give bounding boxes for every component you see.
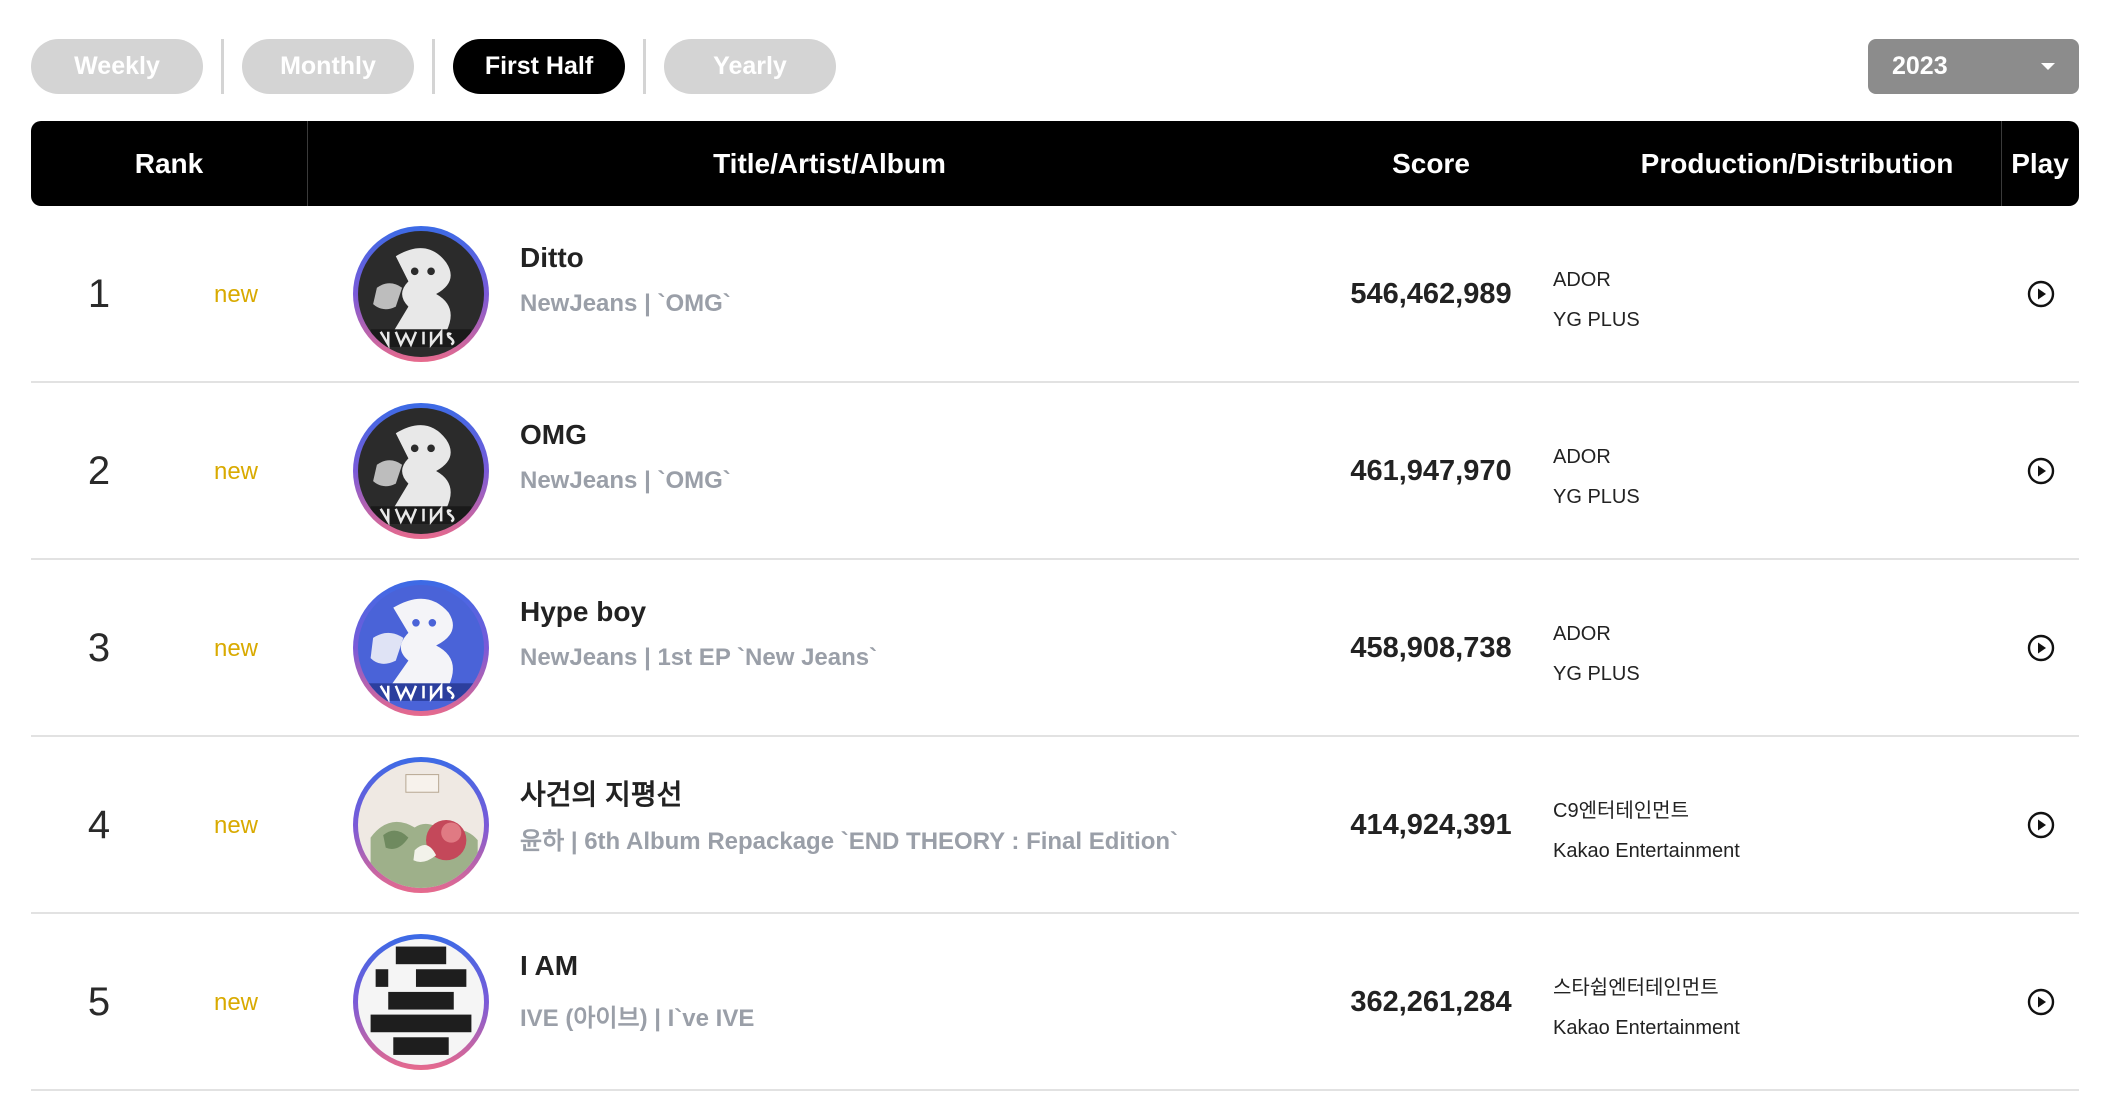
artist-album: NewJeans | `OMG` [520,290,731,317]
header-production: Production/Distribution [1640,147,1954,179]
artist-album: IVE (아이브) | I`ve IVE [520,1005,755,1032]
album-cover[interactable] [353,580,489,716]
album-cover[interactable] [353,226,489,362]
song-title[interactable]: I AM [520,950,579,981]
production-label: ADOR [1553,269,1611,291]
rank-change-badge: new [213,811,259,839]
tab-yearly[interactable]: Yearly [664,39,836,94]
rank-number: 3 [87,626,111,670]
song-score: 546,462,989 [1350,278,1512,310]
song-score: 461,947,970 [1350,455,1512,487]
header-score: Score [1392,147,1470,179]
distribution-label: Kakao Entertainment [1553,840,1740,862]
rank-change-badge: new [213,280,259,308]
header-play: Play [2011,147,2069,179]
distribution-label: YG PLUS [1553,486,1640,508]
tab-divider [221,39,224,94]
distribution-label: YG PLUS [1553,663,1640,685]
header-title: Title/Artist/Album [713,147,946,179]
rank-number: 2 [87,449,111,493]
end-theory-cover-icon [358,762,484,888]
tab-divider [432,39,435,94]
artist-album: NewJeans | 1st EP `New Jeans` [520,644,878,671]
production-label: 스타쉽엔터테인먼트 [1553,977,1719,999]
newjeans-omg-cover-icon [358,408,484,534]
song-score: 362,261,284 [1350,986,1512,1018]
song-title[interactable]: Hype boy [520,596,647,627]
production-distribution: ADOR YG PLUS [1553,437,1640,517]
album-cover[interactable] [353,934,489,1070]
artist-album: NewJeans | `OMG` [520,467,731,494]
album-cover[interactable] [353,757,489,893]
production-distribution: ADOR YG PLUS [1553,260,1640,340]
song-title[interactable]: OMG [520,419,587,450]
tab-first-half[interactable]: First Half [453,39,625,94]
rank-change-badge: new [213,634,259,662]
table-header: Rank Title/Artist/Album Score Production… [31,121,2079,206]
play-icon[interactable] [2027,280,2055,308]
table-row: 4 new 사건의 지평선 윤하 | 6th Album Repackag [31,737,2079,914]
tab-divider [643,39,646,94]
artist-album: 윤하 | 6th Album Repackage `END THEORY : F… [520,828,1179,855]
song-score: 414,924,391 [1350,809,1512,841]
newjeans-omg-cover-icon [358,231,484,357]
play-icon[interactable] [2027,457,2055,485]
production-label: ADOR [1553,446,1611,468]
play-icon[interactable] [2027,988,2055,1016]
production-distribution: ADOR YG PLUS [1553,614,1640,694]
header-divider [2001,121,2002,206]
table-row: 1 new Ditto NewJeans | `OMG` 54 [31,206,2079,383]
tab-monthly[interactable]: Monthly [242,39,414,94]
newjeans-ep-cover-icon [358,585,484,711]
rank-change-badge: new [213,457,259,485]
year-select-value: 2023 [1892,52,1948,80]
production-distribution: C9엔터테인먼트 Kakao Entertainment [1553,791,1740,871]
production-distribution: 스타쉽엔터테인먼트 Kakao Entertainment [1553,968,1740,1048]
rank-number: 1 [87,272,111,316]
rank-change-badge: new [213,988,259,1016]
chart-table-body: 1 new Ditto NewJeans | `OMG` 5 4 [31,206,2079,1091]
rank-number: 5 [87,980,111,1024]
album-cover[interactable] [353,403,489,539]
song-score: 458,908,738 [1350,632,1512,664]
distribution-label: YG PLUS [1553,309,1640,331]
production-label: ADOR [1553,623,1611,645]
period-tabs: Weekly Monthly First Half Yearly [31,39,836,94]
table-row: 5 new I AM IVE (아이브) | I`ve IVE [31,914,2079,1091]
ive-cover-icon [358,939,484,1065]
song-title[interactable]: 사건의 지평선 [520,779,683,810]
rank-number: 4 [87,803,111,847]
play-icon[interactable] [2027,811,2055,839]
distribution-label: Kakao Entertainment [1553,1017,1740,1039]
production-label: C9엔터테인먼트 [1553,800,1689,822]
song-title[interactable]: Ditto [520,242,584,273]
tab-weekly[interactable]: Weekly [31,39,203,94]
year-select[interactable]: 2023 [1868,39,2079,94]
header-rank: Rank [134,147,204,179]
table-row: 3 new Hype boy NewJeans | 1st EP `New [31,560,2079,737]
header-divider [307,121,308,206]
chevron-down-icon [2041,63,2055,70]
table-row: 2 new OMG NewJeans | `OMG` 461, [31,383,2079,560]
play-icon[interactable] [2027,634,2055,662]
